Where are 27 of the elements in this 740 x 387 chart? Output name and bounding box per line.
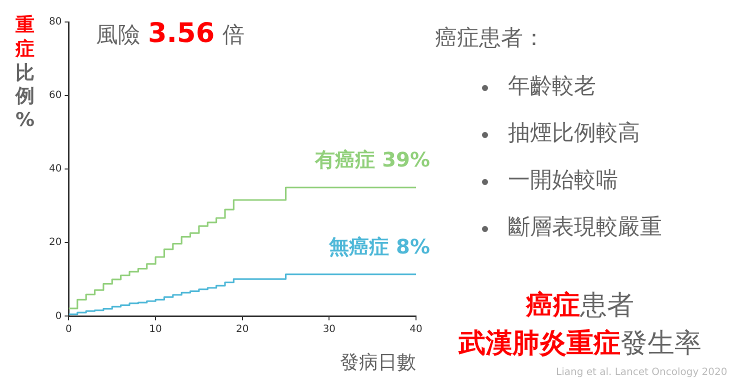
y-tick-label: 40 [48,164,62,175]
x-tick-label: 10 [149,324,162,335]
text: 發生率 [620,328,702,360]
text: 一開始較喘 [508,168,618,193]
annotation: 3.56 [148,18,215,50]
text: 癌症 [526,290,580,322]
text: 癌症患者： [435,26,545,51]
x-axis-title: 發病日數 [340,352,416,374]
text: Liang et al. Lancet Oncology 2020 [556,367,728,378]
x-tick-label: 0 [66,324,72,335]
text: 斷層表現較嚴重 [508,215,662,240]
y-tick-label: 80 [48,16,62,28]
y-axis-title: 重症比例% [15,14,35,133]
series-label: 有癌症 39% [314,148,430,172]
series-label: 無癌症 8% [328,234,430,258]
y-tick-label: 0 [55,310,62,322]
annotation: 倍 [222,23,245,50]
text: 年齡較老 [508,74,596,99]
text: 患者 [580,290,634,322]
text: 武漢肺炎重症 [458,328,620,360]
x-tick-label: 40 [410,324,422,335]
annotation: 風險 [96,23,140,50]
text: 抽煙比例較高 [508,121,640,146]
y-tick-label: 60 [48,90,62,102]
x-tick-label: 30 [322,324,336,335]
x-tick-label: 20 [236,324,249,335]
y-tick-label: 20 [48,237,62,248]
